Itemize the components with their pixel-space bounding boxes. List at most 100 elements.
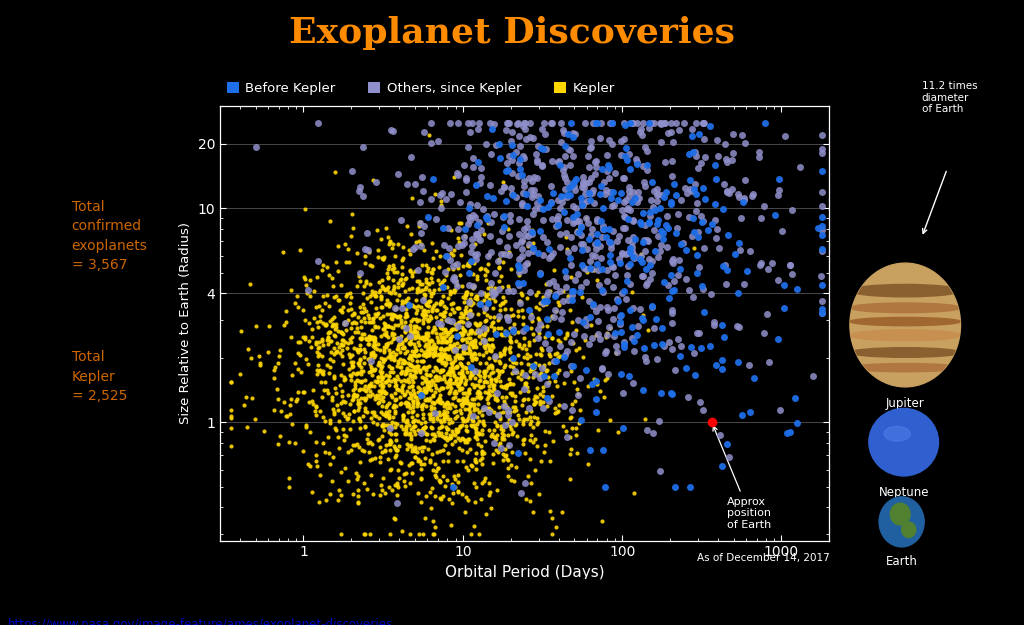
Point <box>462 199 478 209</box>
Point <box>451 171 467 181</box>
Point <box>446 474 463 484</box>
Point <box>380 332 396 342</box>
Point <box>550 195 566 205</box>
Point <box>524 422 541 432</box>
Point <box>427 491 443 501</box>
Point <box>662 337 678 347</box>
Point <box>457 290 473 300</box>
Point <box>359 310 376 320</box>
Point <box>484 449 501 459</box>
Point <box>294 446 310 456</box>
Point <box>517 260 534 270</box>
Point <box>431 385 447 395</box>
Point <box>365 489 381 499</box>
Point <box>473 163 489 173</box>
Point <box>311 406 328 416</box>
Point <box>421 345 437 355</box>
Point <box>374 421 390 431</box>
Point <box>513 288 529 298</box>
Point <box>594 363 610 373</box>
Point <box>526 368 543 378</box>
Point <box>404 381 421 391</box>
Point <box>408 302 424 312</box>
Point <box>458 174 474 184</box>
Point <box>387 304 403 314</box>
Point <box>483 149 500 159</box>
Point <box>595 224 611 234</box>
Point <box>442 332 459 342</box>
Point <box>367 291 383 301</box>
Point <box>458 288 474 298</box>
Point <box>426 350 442 360</box>
Point <box>814 246 830 256</box>
Point <box>472 393 488 403</box>
Point <box>575 239 592 249</box>
Point <box>502 332 518 342</box>
Point <box>563 404 580 414</box>
Point <box>391 392 408 402</box>
Point <box>514 435 530 445</box>
Point <box>597 189 613 199</box>
Point <box>379 374 395 384</box>
Point <box>451 424 467 434</box>
Point <box>411 339 427 349</box>
Point <box>476 378 493 388</box>
Point <box>400 441 417 451</box>
Point <box>378 223 394 233</box>
Point <box>369 390 385 400</box>
Point <box>357 244 374 254</box>
Point <box>406 339 422 349</box>
Point <box>362 470 379 480</box>
Point <box>685 147 701 157</box>
Point <box>548 289 564 299</box>
Point <box>565 177 582 187</box>
Point <box>461 384 477 394</box>
Point <box>383 363 399 373</box>
Point <box>425 344 441 354</box>
Point <box>471 388 487 398</box>
Point <box>437 194 454 204</box>
Point <box>441 335 458 345</box>
Point <box>505 324 521 334</box>
Point <box>438 369 455 379</box>
Point <box>311 349 328 359</box>
Point <box>361 359 378 369</box>
Point <box>663 388 679 398</box>
Point <box>298 354 314 364</box>
Point <box>351 402 368 412</box>
Point <box>418 260 434 270</box>
Point <box>760 264 776 274</box>
Point <box>396 469 413 479</box>
Point <box>467 318 483 328</box>
Point <box>284 332 300 342</box>
Point <box>440 432 457 442</box>
Circle shape <box>868 409 938 476</box>
Point <box>440 329 457 339</box>
Point <box>550 297 566 307</box>
Point <box>691 328 708 338</box>
Point <box>360 448 377 458</box>
Point <box>442 367 459 377</box>
Point <box>585 299 601 309</box>
Point <box>465 336 481 346</box>
Point <box>389 361 406 371</box>
Point <box>580 459 596 469</box>
Point <box>326 407 342 417</box>
Point <box>475 418 492 428</box>
Point <box>670 270 686 280</box>
Point <box>467 366 483 376</box>
Point <box>462 400 478 410</box>
Point <box>465 162 481 172</box>
Point <box>471 217 487 227</box>
Point <box>481 371 498 381</box>
Point <box>469 320 485 330</box>
Point <box>540 378 556 388</box>
Point <box>471 366 487 376</box>
Point <box>416 294 432 304</box>
Point <box>452 368 468 378</box>
Point <box>398 363 415 373</box>
Point <box>344 318 360 328</box>
Point <box>421 315 437 325</box>
Point <box>431 372 447 382</box>
Point <box>556 378 572 388</box>
